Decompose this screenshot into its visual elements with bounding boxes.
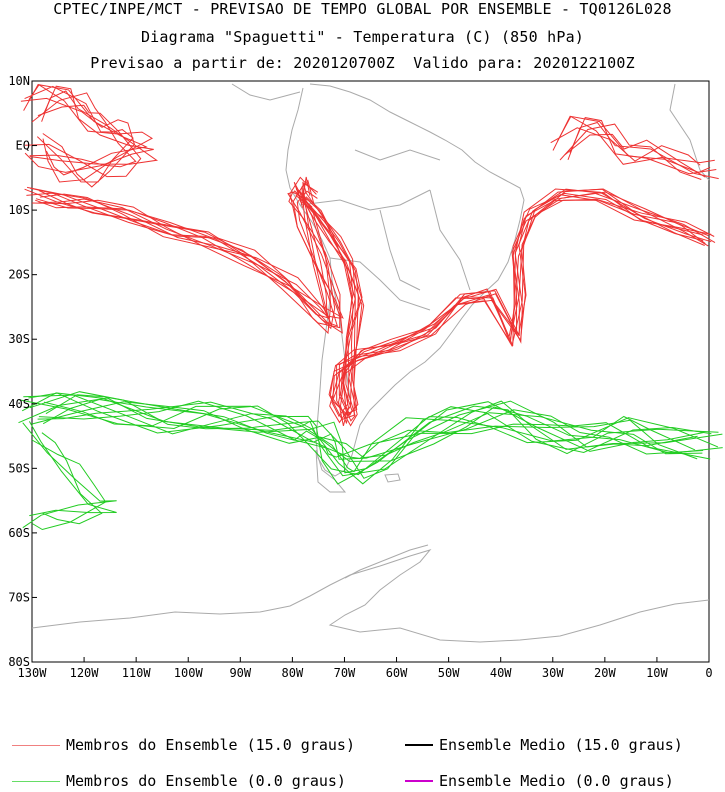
lon-label: 40W: [490, 666, 512, 680]
warm-member-andes-9: [301, 188, 705, 421]
lon-label: 70W: [334, 666, 356, 680]
warm-member-andes-1: [305, 192, 704, 417]
warm-member-ne-4: [564, 133, 706, 178]
warm-member-ne-3: [550, 127, 701, 166]
cold-member-contours: [18, 391, 723, 531]
legend-label-cold-members: Membros do Ensemble (0.0 graus): [66, 772, 346, 790]
warm-member-ne-5: [567, 121, 719, 180]
warm-member-andes-8: [304, 191, 706, 427]
lat-label: 60S: [8, 526, 30, 540]
lat-label: 70S: [8, 590, 30, 604]
lat-label: 50S: [8, 461, 30, 475]
lon-label: 30W: [542, 666, 564, 680]
warm-member-nw-3: [20, 97, 135, 188]
lat-label: 10S: [8, 203, 30, 217]
warm-member-nw-6: [23, 84, 148, 176]
lat-label: 10N: [8, 74, 30, 88]
lon-label: 120W: [70, 666, 100, 680]
legend-swatch-warm-members: [12, 744, 60, 746]
borders-south-america: [299, 149, 471, 401]
legend-swatch-warm-mean: [405, 744, 433, 746]
warm-member-pacific-4: [35, 182, 342, 320]
lon-label: 50W: [438, 666, 460, 680]
cold-member-band-2: [28, 392, 719, 485]
lon-label: 10W: [646, 666, 668, 680]
warm-member-andes-3: [294, 190, 716, 427]
cold-member-sw-3: [22, 422, 117, 529]
legend-label-warm-mean: Ensemble Medio (15.0 graus): [439, 736, 683, 754]
lon-label: 60W: [386, 666, 408, 680]
warm-member-ne-6: [552, 115, 711, 173]
cold-member-band-3: [18, 399, 719, 476]
legend-item-warm-mean: Ensemble Medio (15.0 graus): [405, 736, 683, 754]
legend-item-warm-members: Membros do Ensemble (15.0 graus): [12, 736, 355, 754]
warm-member-pacific-0: [31, 176, 344, 320]
warm-member-andes-4: [302, 188, 709, 422]
coastline-south-america: [285, 83, 525, 477]
cold-member-band-10: [18, 397, 723, 462]
cold-member-band-0: [31, 401, 703, 459]
coastline-central-america: [231, 83, 301, 101]
warm-member-pacific-9: [35, 181, 328, 319]
cold-member-sw-2: [28, 421, 117, 517]
lat-label: 30S: [8, 332, 30, 346]
title-line-2: Diagrama "Spaguetti" - Temperatura (C) (…: [140, 28, 585, 46]
cold-member-band-6: [21, 392, 723, 477]
lat-label: 40S: [8, 397, 30, 411]
lat-label: EQ: [16, 139, 30, 153]
lon-label: 20W: [594, 666, 616, 680]
coastline-falklands: [384, 473, 401, 483]
title-line-1: CPTEC/INPE/MCT - PREVISAO DE TEMPO GLOBA…: [53, 0, 672, 18]
lon-label: 0: [705, 666, 712, 680]
cold-member-band-5: [42, 398, 704, 460]
lat-label: 20S: [8, 268, 30, 282]
cold-member-band-9: [37, 401, 711, 460]
warm-member-nw-4: [24, 104, 142, 178]
warm-member-andes-5: [304, 188, 704, 416]
axis-labels: 130W 120W 110W 100W 90W 80W 70W 60W 50W 40W 30W 20W…: [8, 74, 712, 680]
legend-item-cold-members: Membros do Ensemble (0.0 graus): [12, 772, 346, 790]
warm-member-nw-2: [28, 84, 153, 183]
coastline-layer: [31, 83, 710, 643]
legend-swatch-cold-members: [12, 780, 60, 782]
warm-member-pacific-8: [38, 190, 339, 327]
legend-label-cold-mean: Ensemble Medio (0.0 graus): [439, 772, 674, 790]
warm-member-andes-6: [295, 194, 712, 418]
cold-member-band-7: [23, 394, 712, 485]
legend-swatch-cold-mean: [405, 780, 433, 782]
warm-member-ne-0: [559, 123, 702, 180]
lon-label: 90W: [229, 666, 251, 680]
lon-label: 110W: [122, 666, 152, 680]
legend-label-warm-members: Membros do Ensemble (15.0 graus): [66, 736, 355, 754]
legend-item-cold-mean: Ensemble Medio (0.0 graus): [405, 772, 674, 790]
map-frame: [31, 80, 710, 663]
lon-label: 100W: [174, 666, 204, 680]
coastline-tierra-del-fuego: [315, 449, 347, 493]
coastline-antarctic-peninsula: [344, 544, 429, 579]
title-line-3: Previsao a partir de: 2020120700Z Valido…: [90, 54, 635, 72]
warm-member-pacific-7: [27, 186, 343, 334]
lat-label: 80S: [8, 655, 30, 669]
warm-member-contours: [20, 84, 719, 427]
cold-member-sw-0: [31, 439, 107, 531]
warm-member-nw-7: [24, 85, 134, 183]
coastline-antarctica: [31, 549, 710, 643]
coastline-africa: [669, 83, 710, 181]
warm-member-ne-1: [569, 117, 717, 175]
cold-member-band-11: [29, 391, 705, 479]
lon-label: 80W: [282, 666, 304, 680]
lon-label: 130W: [18, 666, 48, 680]
